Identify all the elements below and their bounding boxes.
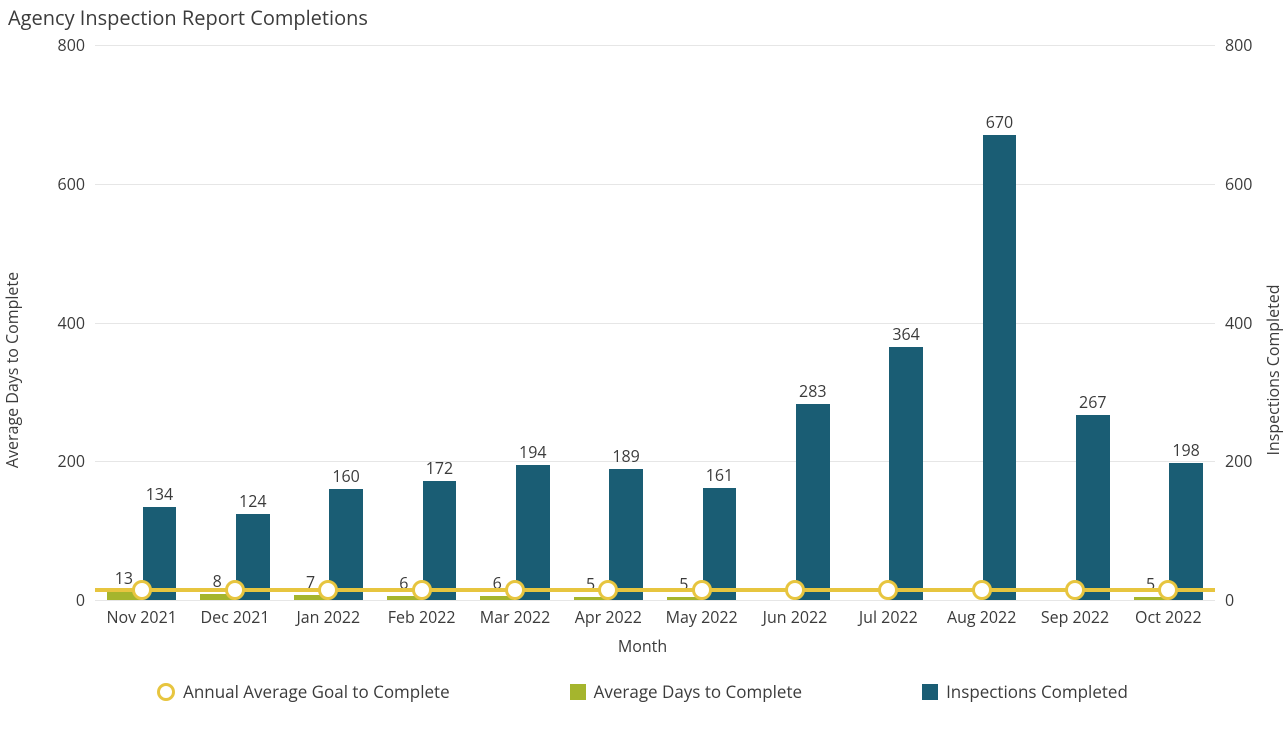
y-tick-left: 0 xyxy=(76,589,95,611)
y-tick-right: 0 xyxy=(1215,589,1234,611)
y-tick-left: 400 xyxy=(58,312,95,334)
bar-label-inspections: 267 xyxy=(1079,391,1106,413)
x-tick-label: Apr 2022 xyxy=(575,600,642,628)
goal-marker xyxy=(225,580,245,600)
bar-label-inspections: 670 xyxy=(986,111,1013,133)
x-tick-label: Oct 2022 xyxy=(1135,600,1202,628)
goal-marker xyxy=(132,580,152,600)
bar-inspections xyxy=(983,135,1017,600)
category-group: Apr 20225189 xyxy=(562,45,655,600)
goal-marker xyxy=(318,580,338,600)
bar-label-inspections: 134 xyxy=(146,483,173,505)
legend-label: Annual Average Goal to Complete xyxy=(183,680,450,703)
goal-line xyxy=(95,588,1215,592)
category-group: Mar 20226194 xyxy=(468,45,561,600)
bar-label-inspections: 198 xyxy=(1172,439,1199,461)
x-tick-label: Feb 2022 xyxy=(388,600,456,628)
bar-label-inspections: 172 xyxy=(426,457,453,479)
category-group: Sep 2022267 xyxy=(1028,45,1121,600)
category-group: May 20225161 xyxy=(655,45,748,600)
y-tick-left: 800 xyxy=(58,34,95,56)
y-tick-left: 200 xyxy=(58,450,95,472)
y-tick-right: 200 xyxy=(1215,450,1252,472)
legend-item: Average Days to Complete xyxy=(570,680,802,703)
x-tick-label: May 2022 xyxy=(666,600,738,628)
category-group: Jul 2022364 xyxy=(842,45,935,600)
x-tick-label: Dec 2021 xyxy=(200,600,269,628)
goal-marker xyxy=(598,580,618,600)
goal-marker xyxy=(412,580,432,600)
category-group: Nov 202113134 xyxy=(95,45,188,600)
bar-label-inspections: 189 xyxy=(612,445,639,467)
bar-inspections xyxy=(889,347,923,600)
x-tick-label: Sep 2022 xyxy=(1041,600,1109,628)
category-group: Jan 20227160 xyxy=(282,45,375,600)
legend-label: Inspections Completed xyxy=(946,680,1128,703)
x-tick-label: Jun 2022 xyxy=(763,600,828,628)
x-axis-label: Month xyxy=(618,635,667,657)
legend-marker-circle xyxy=(157,683,175,701)
goal-marker xyxy=(505,580,525,600)
bar-label-inspections: 160 xyxy=(332,465,359,487)
goal-marker xyxy=(972,580,992,600)
y-tick-right: 600 xyxy=(1215,173,1252,195)
legend-label: Average Days to Complete xyxy=(594,680,802,703)
chart-title: Agency Inspection Report Completions xyxy=(8,4,368,31)
category-group: Aug 2022670 xyxy=(935,45,1028,600)
legend-marker-square xyxy=(922,684,938,700)
y-tick-right: 400 xyxy=(1215,312,1252,334)
bar-inspections xyxy=(516,465,550,600)
plot-area: 00200200400400600600800800Nov 202113134D… xyxy=(95,45,1215,600)
bar-label-inspections: 283 xyxy=(799,380,826,402)
x-tick-label: Nov 2021 xyxy=(106,600,176,628)
goal-marker xyxy=(1065,580,1085,600)
y-axis-label-right: Inspections Completed xyxy=(1262,284,1284,455)
category-group: Dec 20218124 xyxy=(188,45,281,600)
bar-label-inspections: 124 xyxy=(239,490,266,512)
bar-inspections xyxy=(796,404,830,600)
y-tick-right: 800 xyxy=(1215,34,1252,56)
bar-inspections xyxy=(609,469,643,600)
legend-item: Inspections Completed xyxy=(922,680,1128,703)
bar-label-inspections: 194 xyxy=(519,441,546,463)
bar-inspections xyxy=(1076,415,1110,600)
x-tick-label: Jan 2022 xyxy=(296,600,360,628)
x-tick-label: Aug 2022 xyxy=(947,600,1016,628)
y-tick-left: 600 xyxy=(58,173,95,195)
bar-inspections xyxy=(1169,463,1203,600)
y-axis-label-left: Average Days to Complete xyxy=(1,271,23,467)
x-tick-label: Mar 2022 xyxy=(480,600,551,628)
bar-label-avg-days: 13 xyxy=(115,567,133,589)
category-group: Jun 2022283 xyxy=(748,45,841,600)
bar-label-inspections: 364 xyxy=(892,323,919,345)
goal-marker xyxy=(785,580,805,600)
bar-label-inspections: 161 xyxy=(706,464,733,486)
category-group: Feb 20226172 xyxy=(375,45,468,600)
goal-marker xyxy=(1158,580,1178,600)
goal-marker xyxy=(692,580,712,600)
x-tick-label: Jul 2022 xyxy=(859,600,918,628)
category-group: Oct 20225198 xyxy=(1122,45,1215,600)
legend-marker-square xyxy=(570,684,586,700)
legend: Annual Average Goal to Complete Average D… xyxy=(0,680,1285,703)
goal-marker xyxy=(878,580,898,600)
legend-item: Annual Average Goal to Complete xyxy=(157,680,450,703)
